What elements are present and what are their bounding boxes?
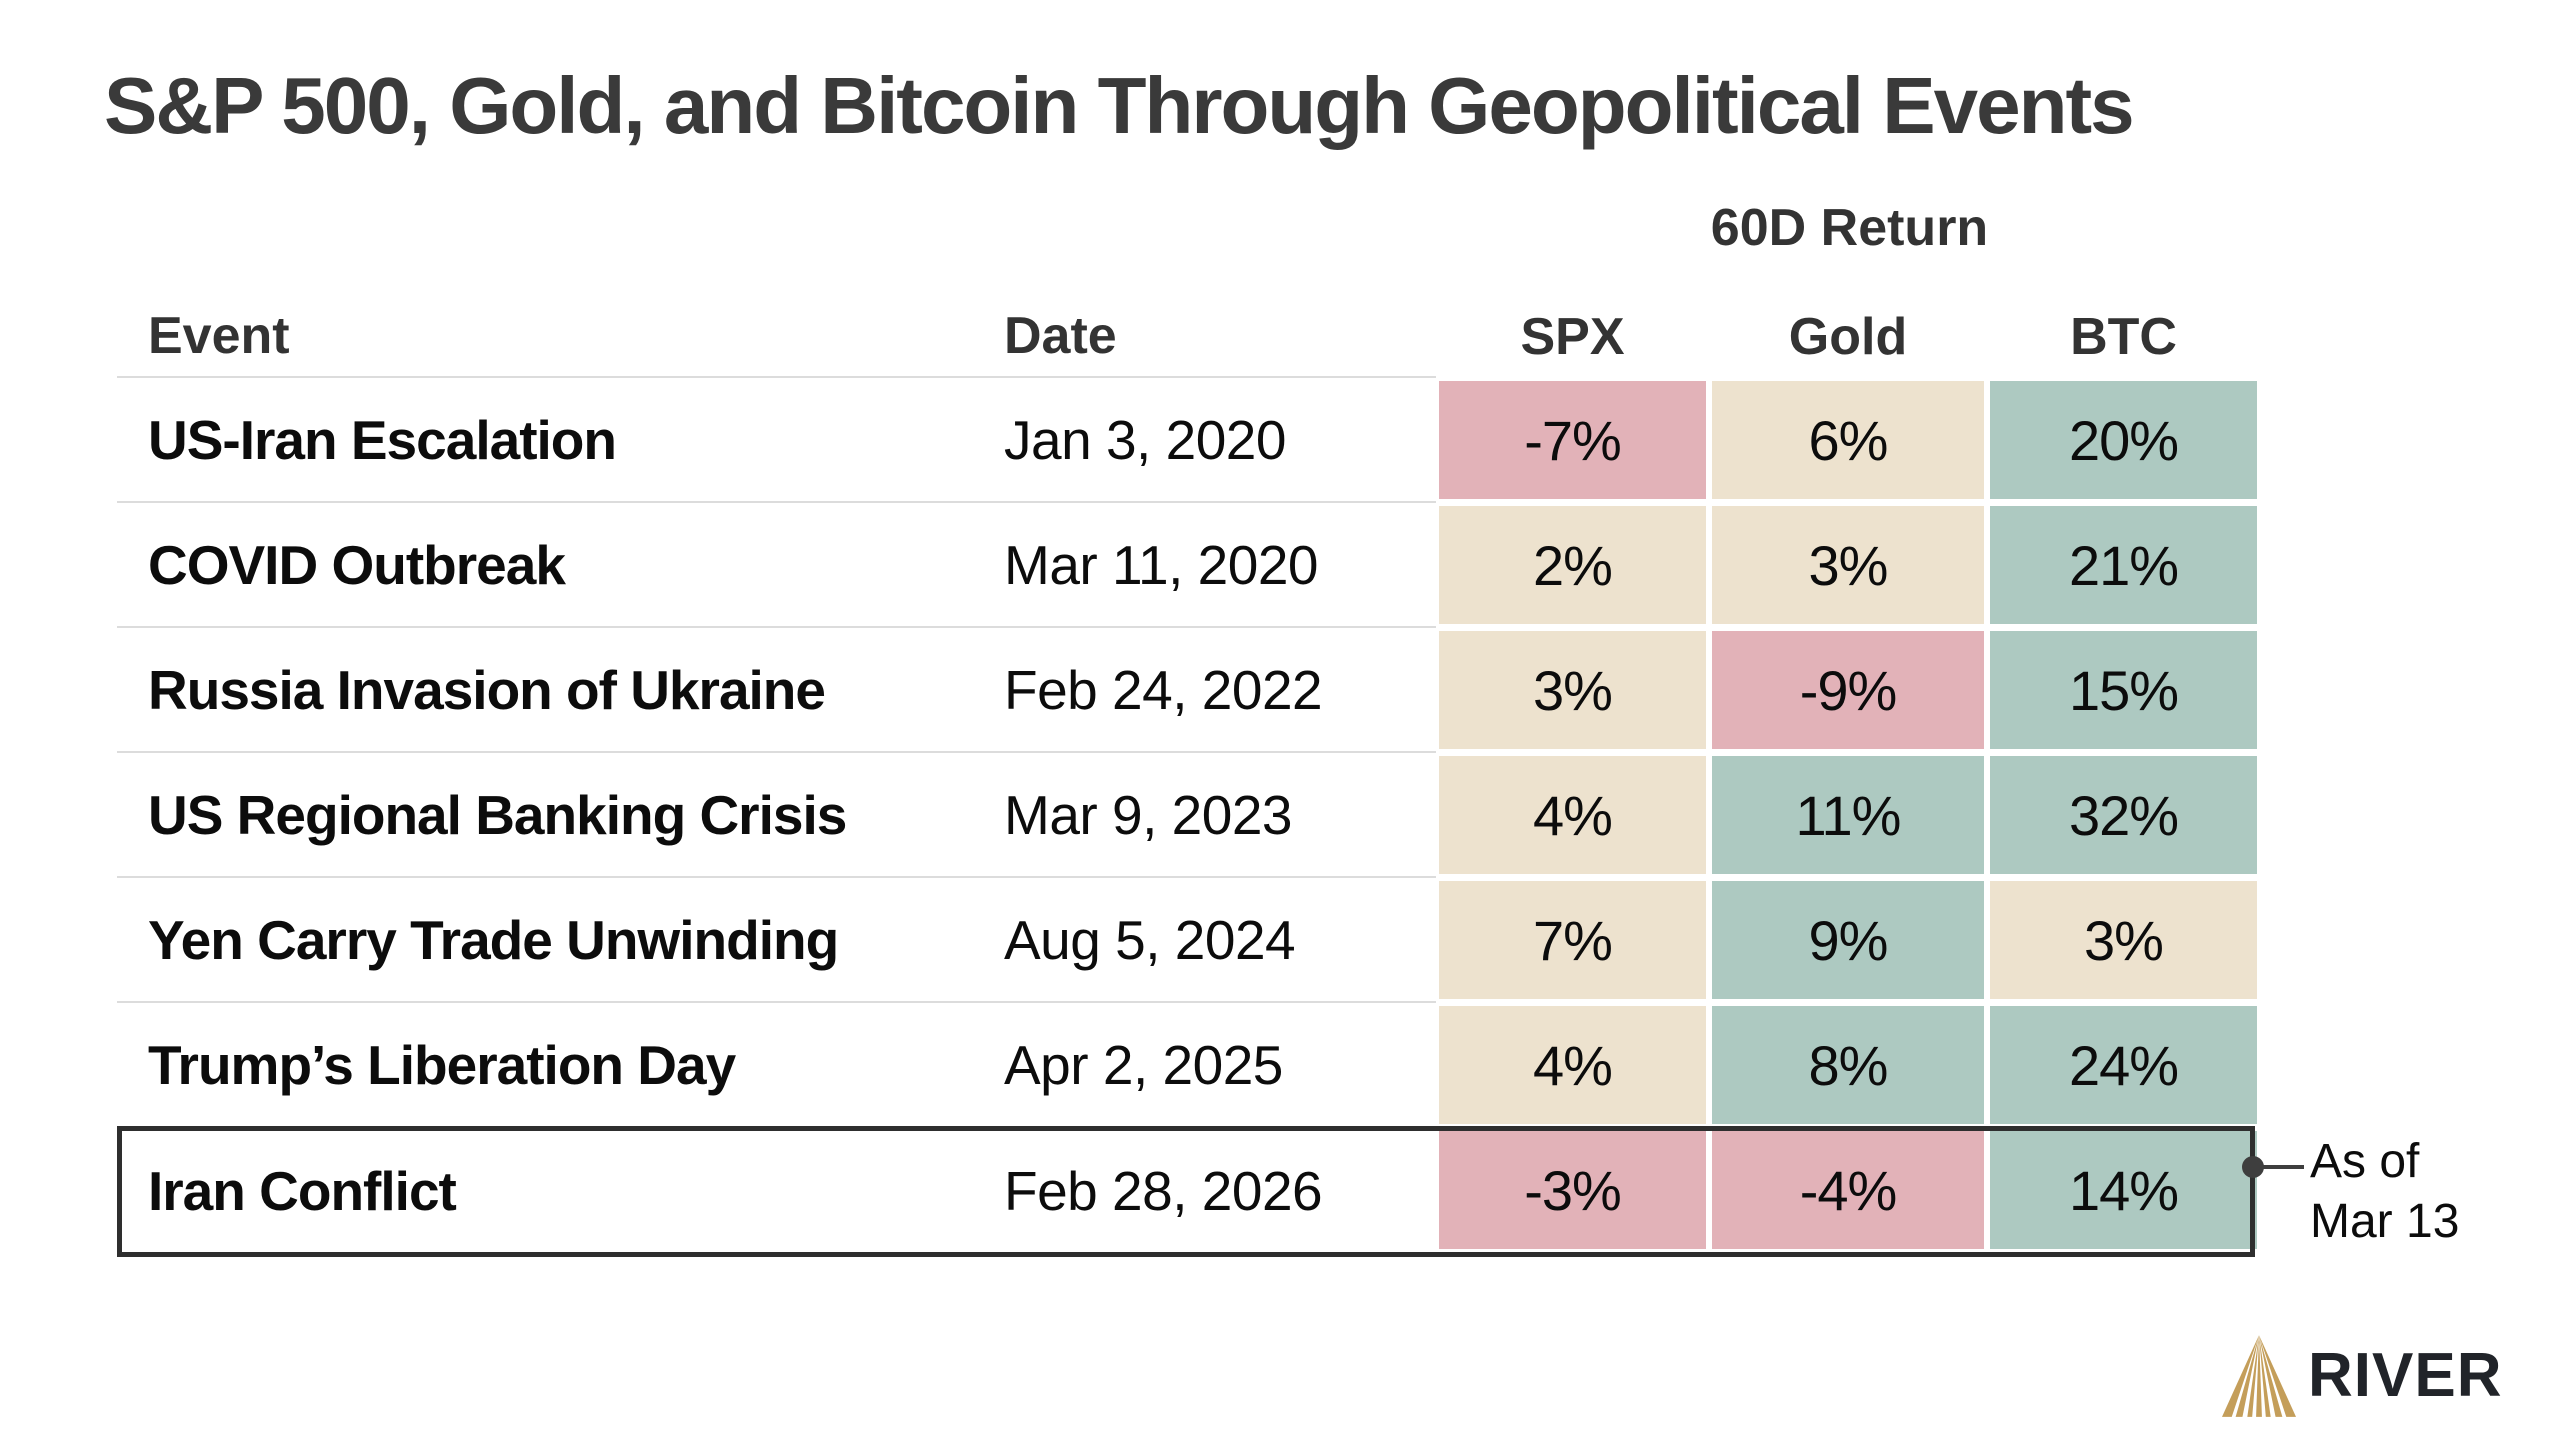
gold-value: 9% <box>1712 881 1984 999</box>
spx-value: 4% <box>1439 756 1706 874</box>
btc-value: 3% <box>1990 881 2257 999</box>
btc-value: 20% <box>1990 381 2257 499</box>
river-logo: RIVER <box>2222 1333 2502 1419</box>
btc-value: 24% <box>1990 1006 2257 1124</box>
table-row: Yen Carry Trade Unwinding Aug 5, 2024 7%… <box>117 878 2260 1003</box>
date-cell: Feb 24, 2022 <box>1002 628 1436 753</box>
btc-value: 14% <box>1990 1131 2257 1249</box>
annotation-connector-line <box>2252 1165 2304 1169</box>
gold-value: 6% <box>1712 381 1984 499</box>
spx-value: 3% <box>1439 631 1706 749</box>
spx-value: 7% <box>1439 881 1706 999</box>
btc-value: 15% <box>1990 631 2257 749</box>
as-of-annotation: As of Mar 13 <box>2310 1132 2459 1252</box>
btc-value: 21% <box>1990 506 2257 624</box>
river-logo-icon <box>2222 1333 2296 1419</box>
gold-value: -4% <box>1712 1131 1984 1249</box>
column-header-btc: BTC <box>2070 308 2177 366</box>
annotation-line1: As of <box>2310 1135 2420 1188</box>
event-cell: Iran Conflict <box>148 1159 457 1222</box>
event-cell: Russia Invasion of Ukraine <box>117 628 1002 753</box>
date-cell: Mar 11, 2020 <box>1002 503 1436 628</box>
event-cell: US-Iran Escalation <box>117 378 1002 503</box>
table-row: Russia Invasion of Ukraine Feb 24, 2022 … <box>117 628 2260 753</box>
events-table: Event Date SPX Gold BTC US-Iran Escalati… <box>117 296 2260 1253</box>
event-cell: Yen Carry Trade Unwinding <box>117 878 1002 1003</box>
gold-value: 8% <box>1712 1006 1984 1124</box>
event-cell: US Regional Banking Crisis <box>117 753 1002 878</box>
table-row: US-Iran Escalation Jan 3, 2020 -7% 6% 20… <box>117 378 2260 503</box>
date-cell: Feb 28, 2026 <box>1004 1159 1323 1222</box>
spx-value: -7% <box>1439 381 1706 499</box>
return-group-header: 60D Return <box>1710 199 1989 257</box>
table-row: US Regional Banking Crisis Mar 9, 2023 4… <box>117 753 2260 878</box>
gold-value: -9% <box>1712 631 1984 749</box>
event-cell: COVID Outbreak <box>117 503 1002 628</box>
date-cell: Aug 5, 2024 <box>1002 878 1436 1003</box>
column-header-spx: SPX <box>1520 308 1625 366</box>
spx-value: 4% <box>1439 1006 1706 1124</box>
annotation-line2: Mar 13 <box>2310 1195 2460 1248</box>
gold-value: 3% <box>1712 506 1984 624</box>
page-title: S&P 500, Gold, and Bitcoin Through Geopo… <box>104 61 2135 150</box>
river-logo-text: RIVER <box>2308 1341 2503 1410</box>
date-cell: Jan 3, 2020 <box>1002 378 1436 503</box>
date-cell: Apr 2, 2025 <box>1002 1003 1436 1128</box>
table-row: COVID Outbreak Mar 11, 2020 2% 3% 21% <box>117 503 2260 628</box>
spx-value: -3% <box>1439 1131 1706 1249</box>
column-header-date: Date <box>1002 296 1436 378</box>
table-header-row: Event Date SPX Gold BTC <box>117 296 2260 378</box>
btc-value: 32% <box>1990 756 2257 874</box>
date-cell: Mar 9, 2023 <box>1002 753 1436 878</box>
spx-value: 2% <box>1439 506 1706 624</box>
table-row-highlighted: Iran Conflict Feb 28, 2026 -3% -4% 14% <box>117 1128 2260 1253</box>
event-cell: Trump’s Liberation Day <box>117 1003 1002 1128</box>
gold-value: 11% <box>1712 756 1984 874</box>
table-row: Trump’s Liberation Day Apr 2, 2025 4% 8%… <box>117 1003 2260 1128</box>
column-header-event: Event <box>117 296 1002 378</box>
column-header-gold: Gold <box>1788 308 1908 366</box>
